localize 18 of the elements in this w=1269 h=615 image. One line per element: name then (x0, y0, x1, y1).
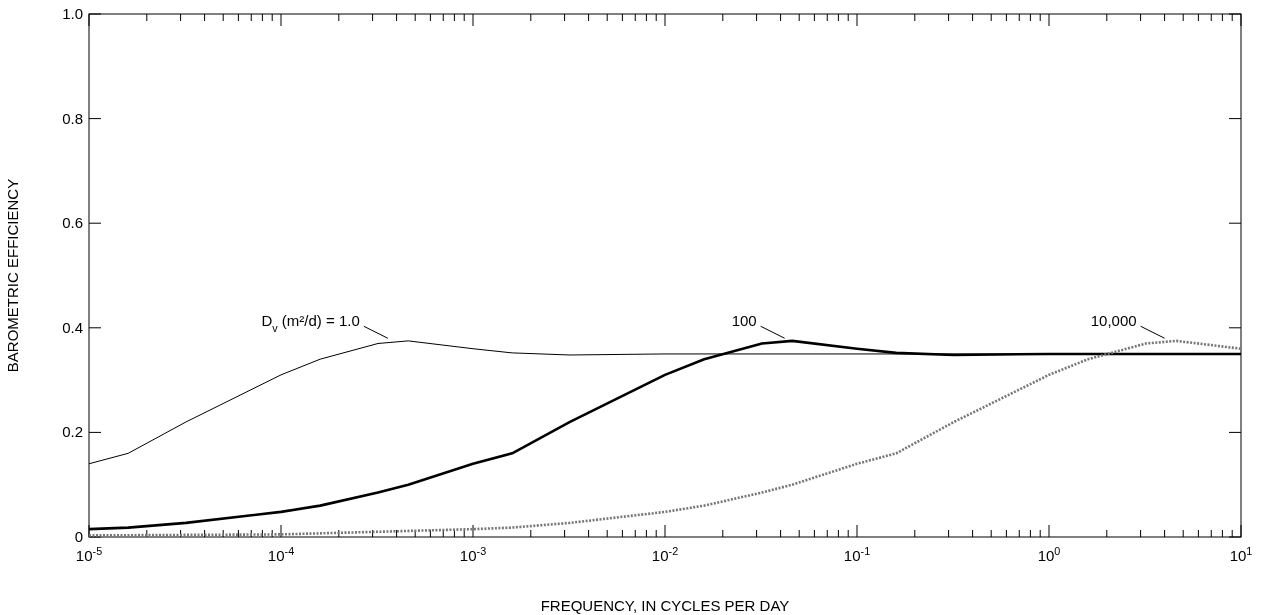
y-tick-label: 0.6 (62, 214, 83, 232)
x-axis-title: FREQUENCY, IN CYCLES PER DAY (540, 597, 790, 614)
annotation: 10,000 (1090, 312, 1137, 330)
y-axis-title: BAROMETRIC EFFICIENCY (4, 178, 21, 373)
x-tick-label: 10$^{-5}$ (75, 545, 103, 564)
y-tick-label: 0.8 (62, 109, 83, 127)
x-tick-label: 10$^{1}$ (1229, 545, 1253, 564)
x-tick-label: 10$^{-1}$ (843, 545, 871, 564)
y-tick-label: 0 (74, 528, 83, 545)
x-tick-label: 10$^{0}$ (1037, 545, 1061, 564)
x-tick-label: 10$^{-2}$ (651, 545, 679, 564)
y-tick-label: 1.0 (62, 5, 83, 22)
x-tick-label: 10$^{-4}$ (267, 545, 295, 564)
x-tick-label: 10$^{-3}$ (459, 545, 487, 564)
annotation: D$_{v}$ (m²/d) = 1.0 (261, 312, 360, 335)
y-tick-label: 0.2 (62, 423, 83, 441)
y-tick-label: 0.4 (62, 318, 83, 336)
annotation: 100 (731, 312, 757, 330)
